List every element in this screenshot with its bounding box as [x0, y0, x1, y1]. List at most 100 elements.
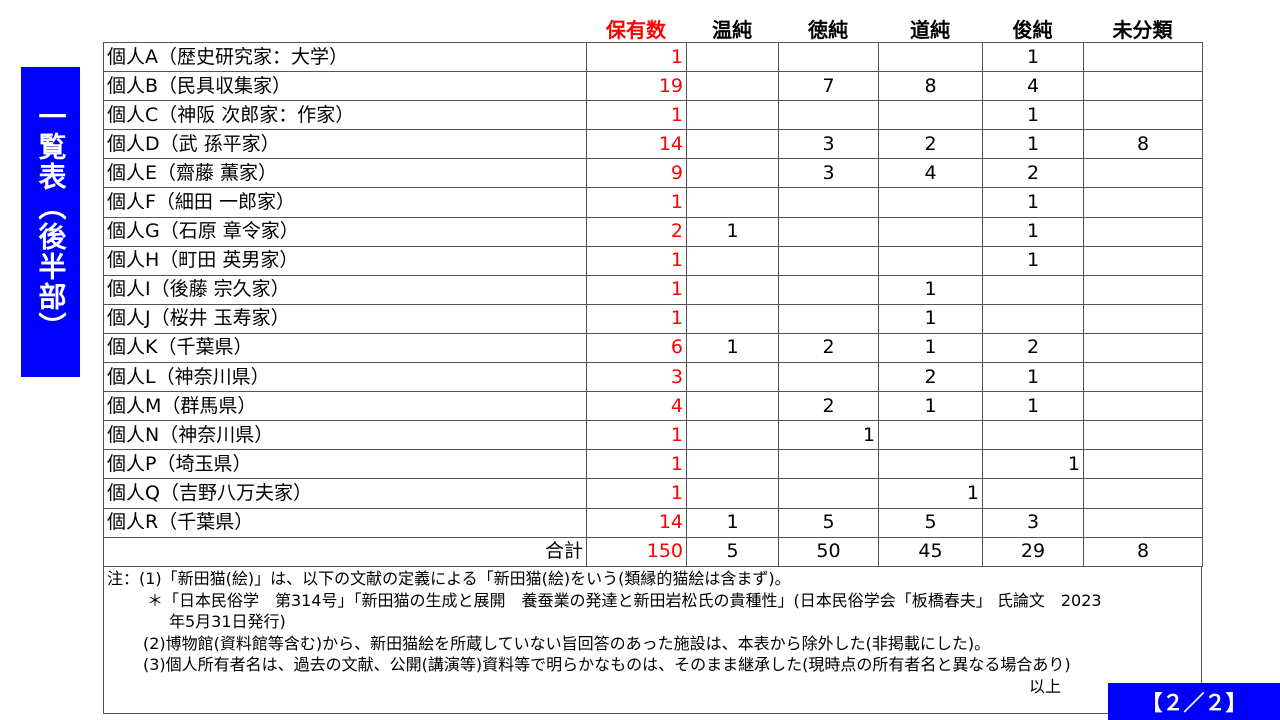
- page-indicator: 【２／２】: [1108, 683, 1280, 720]
- owned-count: 1: [586, 478, 687, 509]
- count-cell: [778, 274, 879, 305]
- count-cell: [686, 449, 779, 480]
- count-cell: 1: [878, 391, 983, 422]
- count-cell: 1: [982, 187, 1084, 218]
- count-cell: 5: [778, 507, 879, 538]
- count-cell: 2: [982, 158, 1084, 189]
- table-row: 個人B（民具収集家） 19 7 8 4: [103, 71, 1203, 102]
- count-cell: [1083, 507, 1203, 538]
- table-row: 個人J（桜井 玉寿家） 1 1: [103, 303, 1203, 334]
- total-cell: 8: [1083, 536, 1203, 567]
- count-cell: [686, 129, 779, 160]
- count-cell: [878, 420, 983, 451]
- owned-count: 6: [586, 332, 687, 364]
- count-cell: 1: [982, 362, 1084, 393]
- count-cell: 2: [878, 362, 983, 393]
- count-cell: [686, 274, 779, 305]
- owner-name: 個人M（群馬県）: [103, 391, 587, 422]
- count-cell: [686, 41, 779, 73]
- count-cell: [1083, 303, 1203, 334]
- count-cell: 1: [686, 216, 779, 247]
- count-cell: [778, 478, 879, 509]
- count-cell: 1: [982, 41, 1084, 73]
- count-cell: 2: [778, 391, 879, 422]
- count-cell: 1: [778, 420, 879, 451]
- count-cell: 4: [982, 71, 1084, 102]
- owner-name: 個人E（齋藤 薫家）: [103, 158, 587, 189]
- count-cell: [878, 41, 983, 73]
- count-cell: [686, 187, 779, 218]
- table-row: 個人N（神奈川県） 1 1: [103, 420, 1203, 451]
- holdings-table: 個人A（歴史研究家：大学） 1 1 個人B（民具収集家） 19 7 8 4 個人C（神阪 次郎家…: [103, 41, 1203, 567]
- count-cell: [778, 303, 879, 334]
- table-row: 個人F（細田 一郎家） 1 1: [103, 187, 1203, 218]
- count-cell: [686, 362, 779, 393]
- header-col: 未分類: [1112, 18, 1173, 42]
- count-cell: 1: [878, 332, 983, 364]
- count-cell: 2: [982, 332, 1084, 364]
- count-cell: [778, 245, 879, 276]
- count-cell: [778, 216, 879, 247]
- owner-name: 個人P（埼玉県）: [103, 449, 587, 480]
- count-cell: 5: [878, 507, 983, 538]
- owner-name: 個人D（武 孫平家）: [103, 129, 587, 160]
- count-cell: [1083, 158, 1203, 189]
- count-cell: 1: [982, 245, 1084, 276]
- owned-count: 1: [586, 274, 687, 305]
- owned-count: 1: [586, 245, 687, 276]
- count-cell: 8: [878, 71, 983, 102]
- count-cell: 3: [778, 129, 879, 160]
- count-cell: [1083, 478, 1203, 509]
- count-cell: [878, 100, 983, 131]
- total-label: 合計: [103, 536, 587, 567]
- count-cell: 1: [878, 303, 983, 334]
- count-cell: [686, 391, 779, 422]
- count-cell: [982, 303, 1084, 334]
- table-row: 個人Q（吉野八万夫家） 1 1: [103, 478, 1203, 509]
- count-cell: [778, 41, 879, 73]
- owned-count: 19: [586, 71, 687, 102]
- table-row: 個人P（埼玉県） 1 1: [103, 449, 1203, 480]
- header-col: 徳純: [808, 18, 848, 42]
- count-cell: 1: [982, 391, 1084, 422]
- count-cell: [982, 478, 1084, 509]
- count-cell: [878, 187, 983, 218]
- total-owned: 150: [586, 536, 687, 567]
- count-cell: [878, 216, 983, 247]
- table-row: 個人K（千葉県） 6 1 2 1 2: [103, 332, 1203, 364]
- owner-name: 個人K（千葉県）: [103, 332, 587, 364]
- table-row: 個人G（石原 章令家） 2 1 1: [103, 216, 1203, 247]
- owner-name: 個人R（千葉県）: [103, 507, 587, 538]
- count-cell: 3: [982, 507, 1084, 538]
- count-cell: [1083, 420, 1203, 451]
- table-row: 個人M（群馬県） 4 2 1 1: [103, 391, 1203, 422]
- count-cell: [878, 245, 983, 276]
- owned-count: 4: [586, 391, 687, 422]
- table-row: 個人L（神奈川県） 3 2 1: [103, 362, 1203, 393]
- count-cell: [778, 362, 879, 393]
- total-cell: 5: [686, 536, 779, 567]
- count-cell: [778, 100, 879, 131]
- owner-name: 個人Q（吉野八万夫家）: [103, 478, 587, 509]
- header-owned: 保有数: [606, 18, 666, 42]
- note-line: ＊「日本民俗学 第314号」「新田猫の生成と展開 養蚕業の発達と新田岩松氏の貴種…: [147, 590, 1102, 610]
- owned-count: 1: [586, 303, 687, 334]
- owner-name: 個人B（民具収集家）: [103, 71, 587, 102]
- note-line: 年5月31日発行): [169, 612, 286, 631]
- header-col: 温純: [712, 18, 752, 42]
- count-cell: [1083, 449, 1203, 480]
- total-cell: 29: [982, 536, 1084, 567]
- count-cell: 1: [686, 507, 779, 538]
- count-cell: [1083, 41, 1203, 73]
- count-cell: 1: [982, 129, 1084, 160]
- count-cell: 2: [878, 129, 983, 160]
- table-row: 個人H（町田 英男家） 1 1: [103, 245, 1203, 276]
- count-cell: 8: [1083, 129, 1203, 160]
- header-col: 俊純: [1012, 18, 1053, 42]
- owned-count: 3: [586, 362, 687, 393]
- owned-count: 1: [586, 187, 687, 218]
- owned-count: 1: [586, 449, 687, 480]
- owned-count: 1: [586, 420, 687, 451]
- owned-count: 9: [586, 158, 687, 189]
- count-cell: 2: [778, 332, 879, 364]
